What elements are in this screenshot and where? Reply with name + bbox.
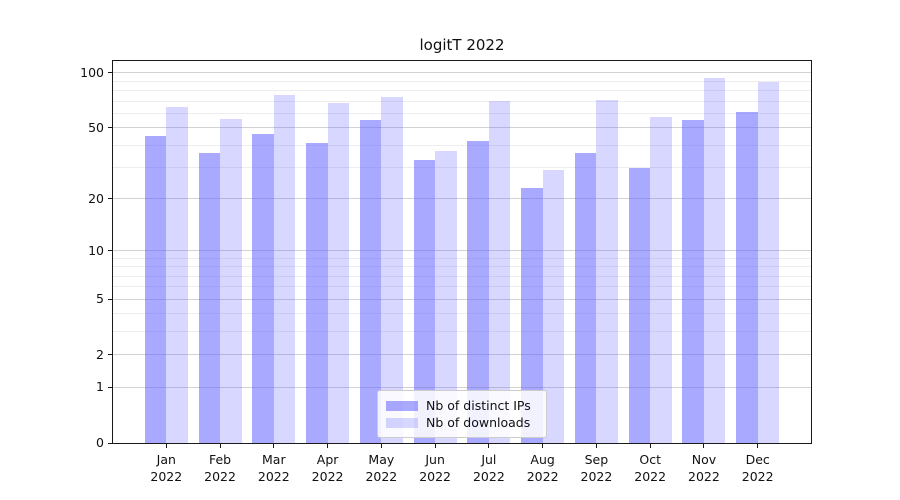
legend: Nb of distinct IPs Nb of downloads: [377, 390, 547, 438]
gridline-major: [113, 72, 811, 74]
bar-downloads: [703, 77, 726, 443]
x-tick-label: Feb 2022: [204, 452, 236, 484]
gridline-major: [113, 386, 811, 388]
x-tick-mark: [542, 444, 544, 448]
x-tick-label: Aug 2022: [526, 452, 559, 484]
gridline-minor: [113, 167, 811, 169]
y-tick-label: 100: [80, 64, 104, 80]
bar-distinct-ips: [252, 134, 274, 443]
bar-downloads: [435, 151, 457, 443]
bar-distinct-ips: [736, 111, 758, 443]
gridline-major: [113, 127, 811, 129]
y-tick-mark: [108, 72, 112, 74]
x-tick-mark: [488, 444, 490, 448]
y-tick-label: 50: [88, 119, 104, 135]
gridline-minor: [113, 100, 811, 102]
bar-distinct-ips: [413, 160, 436, 443]
bar-distinct-ips: [682, 120, 704, 443]
gridline-minor: [113, 313, 811, 315]
bar-downloads: [166, 106, 188, 443]
gridline-minor: [113, 89, 811, 91]
gridline-minor: [113, 286, 811, 288]
bar-downloads: [650, 117, 672, 443]
legend-swatch-distinct-ips: [386, 400, 418, 411]
bar-downloads: [596, 99, 618, 443]
x-tick-label: Jul 2022: [472, 452, 505, 484]
bar-distinct-ips: [574, 153, 597, 443]
gridline-major: [113, 198, 811, 200]
gridline-major: [113, 354, 811, 356]
y-tick-mark: [108, 198, 112, 200]
x-tick-label: Dec 2022: [741, 452, 774, 484]
bar-downloads: [381, 96, 403, 443]
x-tick-label: Jun 2022: [419, 452, 452, 484]
legend-swatch-downloads: [386, 417, 418, 428]
y-tick-mark: [108, 386, 112, 388]
x-tick-label: Oct 2022: [634, 452, 667, 484]
gridline-minor: [113, 257, 811, 259]
x-tick-mark: [649, 444, 651, 448]
gridline-minor: [113, 266, 811, 268]
x-tick-label: Mar 2022: [257, 452, 290, 484]
bar-distinct-ips: [628, 167, 651, 443]
y-tick-label: 1: [96, 379, 104, 395]
bar-downloads: [542, 170, 565, 443]
y-tick-mark: [108, 250, 112, 252]
bar-distinct-ips: [467, 141, 489, 443]
plot-area: [112, 60, 812, 444]
legend-item-downloads: Nb of downloads: [386, 414, 538, 431]
gridline-minor: [113, 144, 811, 146]
bar-downloads: [327, 103, 350, 443]
x-tick-label: May 2022: [365, 452, 398, 484]
bar-downloads: [488, 101, 511, 443]
x-tick-label: Nov 2022: [688, 452, 720, 484]
y-tick-label: 10: [88, 242, 104, 258]
x-tick-label: Jan 2022: [150, 452, 183, 484]
bar-downloads: [757, 82, 780, 443]
x-tick-mark: [703, 444, 705, 448]
gridline-major: [113, 298, 811, 300]
y-tick-mark: [108, 298, 112, 300]
y-tick-label: 0: [96, 435, 104, 450]
x-tick-label: Sep 2022: [580, 452, 613, 484]
y-tick-label: 20: [88, 190, 104, 206]
x-tick-mark: [434, 444, 436, 448]
bar-downloads: [220, 118, 242, 443]
gridline-major: [113, 250, 811, 252]
legend-label-distinct-ips: Nb of distinct IPs: [426, 398, 531, 413]
x-tick-mark: [380, 444, 382, 448]
y-tick-mark: [108, 127, 112, 129]
legend-label-downloads: Nb of downloads: [426, 415, 531, 430]
legend-item-distinct-ips: Nb of distinct IPs: [386, 397, 538, 414]
y-tick-mark: [108, 354, 112, 356]
y-tick-label: 5: [96, 291, 104, 307]
x-tick-mark: [757, 444, 759, 448]
x-tick-mark: [327, 444, 329, 448]
y-tick-label: 2: [96, 346, 104, 362]
bar-distinct-ips: [521, 188, 543, 443]
gridline-minor: [113, 275, 811, 277]
x-tick-label: Apr 2022: [311, 452, 344, 484]
x-tick-mark: [165, 444, 167, 448]
bar-distinct-ips: [198, 153, 221, 443]
chart-title: logitT 2022: [419, 36, 505, 54]
bar-distinct-ips: [144, 135, 167, 443]
gridline-minor: [113, 80, 811, 82]
bar-downloads: [273, 94, 296, 443]
x-tick-mark: [219, 444, 221, 448]
bar-distinct-ips: [359, 120, 382, 443]
x-tick-mark: [595, 444, 597, 448]
bar-distinct-ips: [306, 143, 328, 443]
y-tick-mark: [108, 442, 112, 444]
gridline-minor: [113, 112, 811, 114]
gridline-minor: [113, 331, 811, 333]
x-tick-mark: [273, 444, 275, 448]
